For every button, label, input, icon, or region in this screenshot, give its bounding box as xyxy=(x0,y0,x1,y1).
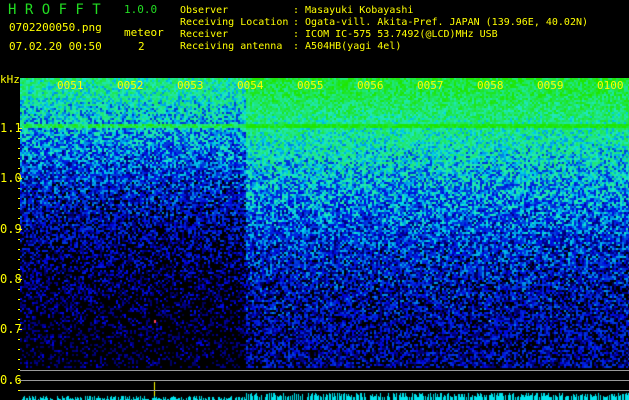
freq-tick-mark xyxy=(18,329,22,331)
location-label: Receiving Location xyxy=(180,17,289,28)
freq-tick-mark xyxy=(18,218,20,220)
observer-value: : Masayuki Kobayashi xyxy=(293,5,414,16)
freq-tick-mark xyxy=(18,278,22,280)
freq-tick-label: 1.1 xyxy=(0,121,22,135)
meteor-count: 2 xyxy=(138,40,145,53)
freq-tick-mark xyxy=(18,148,20,149)
file-name: 0702200050.png xyxy=(9,21,102,34)
receiver-value: : ICOM IC-575 53.7492(@LCD)MHz USB xyxy=(293,29,498,40)
freq-tick-mark xyxy=(18,288,20,290)
freq-tick-mark xyxy=(18,308,20,310)
reference-line xyxy=(20,370,629,371)
freq-tick-label: 0.8 xyxy=(0,271,22,286)
freq-tick-mark xyxy=(18,389,20,391)
freq-tick-mark xyxy=(18,339,20,341)
antenna-value: : A504HB(yagi 4el) xyxy=(293,41,402,52)
freq-tick-mark xyxy=(18,228,22,230)
freq-tick-mark xyxy=(18,188,20,190)
meteor-label: meteor xyxy=(124,26,164,39)
time-tick-label: 0058 xyxy=(477,79,504,92)
reference-line xyxy=(20,380,629,381)
app-version: 1.0.0 xyxy=(124,3,158,16)
freq-tick-mark xyxy=(18,168,20,169)
freq-tick-mark xyxy=(18,268,20,270)
freq-tick-label: 0.9 xyxy=(0,221,22,236)
freq-tick-label: 0.7 xyxy=(0,322,22,337)
freq-tick-mark xyxy=(18,248,20,250)
freq-tick-mark xyxy=(18,208,20,210)
unit-label: kHz xyxy=(0,73,20,86)
reference-line xyxy=(20,390,629,391)
time-tick-label: 0057 xyxy=(417,79,444,92)
capture-datetime: 07.02.20 00:50 xyxy=(9,40,102,53)
freq-tick-mark xyxy=(18,158,20,159)
freq-tick-mark xyxy=(18,349,20,351)
location-value: : Ogata-vill. Akita-Pref. JAPAN (139.96E… xyxy=(293,17,589,28)
freq-tick-label: 1.0 xyxy=(0,171,22,186)
time-tick-label: 0051 xyxy=(57,79,84,92)
observer-label: Observer xyxy=(180,5,229,16)
freq-tick-mark xyxy=(18,178,22,180)
freq-tick-mark xyxy=(18,298,20,300)
time-tick-label: 0100 xyxy=(597,79,624,92)
freq-tick-mark xyxy=(18,198,20,200)
freq-tick-mark xyxy=(18,258,20,260)
receiver-label: Receiver xyxy=(180,29,229,40)
time-tick-label: 0059 xyxy=(537,79,564,92)
time-tick-label: 0053 xyxy=(177,79,204,92)
antenna-label: Receiving antenna xyxy=(180,41,283,52)
time-tick-label: 0054 xyxy=(237,79,264,92)
freq-tick-mark xyxy=(18,128,22,129)
spectrogram xyxy=(20,78,629,400)
time-tick-label: 0056 xyxy=(357,79,384,92)
freq-tick-mark xyxy=(18,359,20,361)
freq-tick-mark xyxy=(18,238,20,240)
freq-tick-mark xyxy=(18,369,20,371)
app-title: H R O F F T xyxy=(8,2,101,18)
freq-tick-mark xyxy=(18,138,20,139)
freq-tick-label: 0.6 xyxy=(0,372,22,387)
freq-tick-mark xyxy=(18,318,20,320)
time-tick-label: 0052 xyxy=(117,79,144,92)
time-tick-label: 0055 xyxy=(297,79,324,92)
